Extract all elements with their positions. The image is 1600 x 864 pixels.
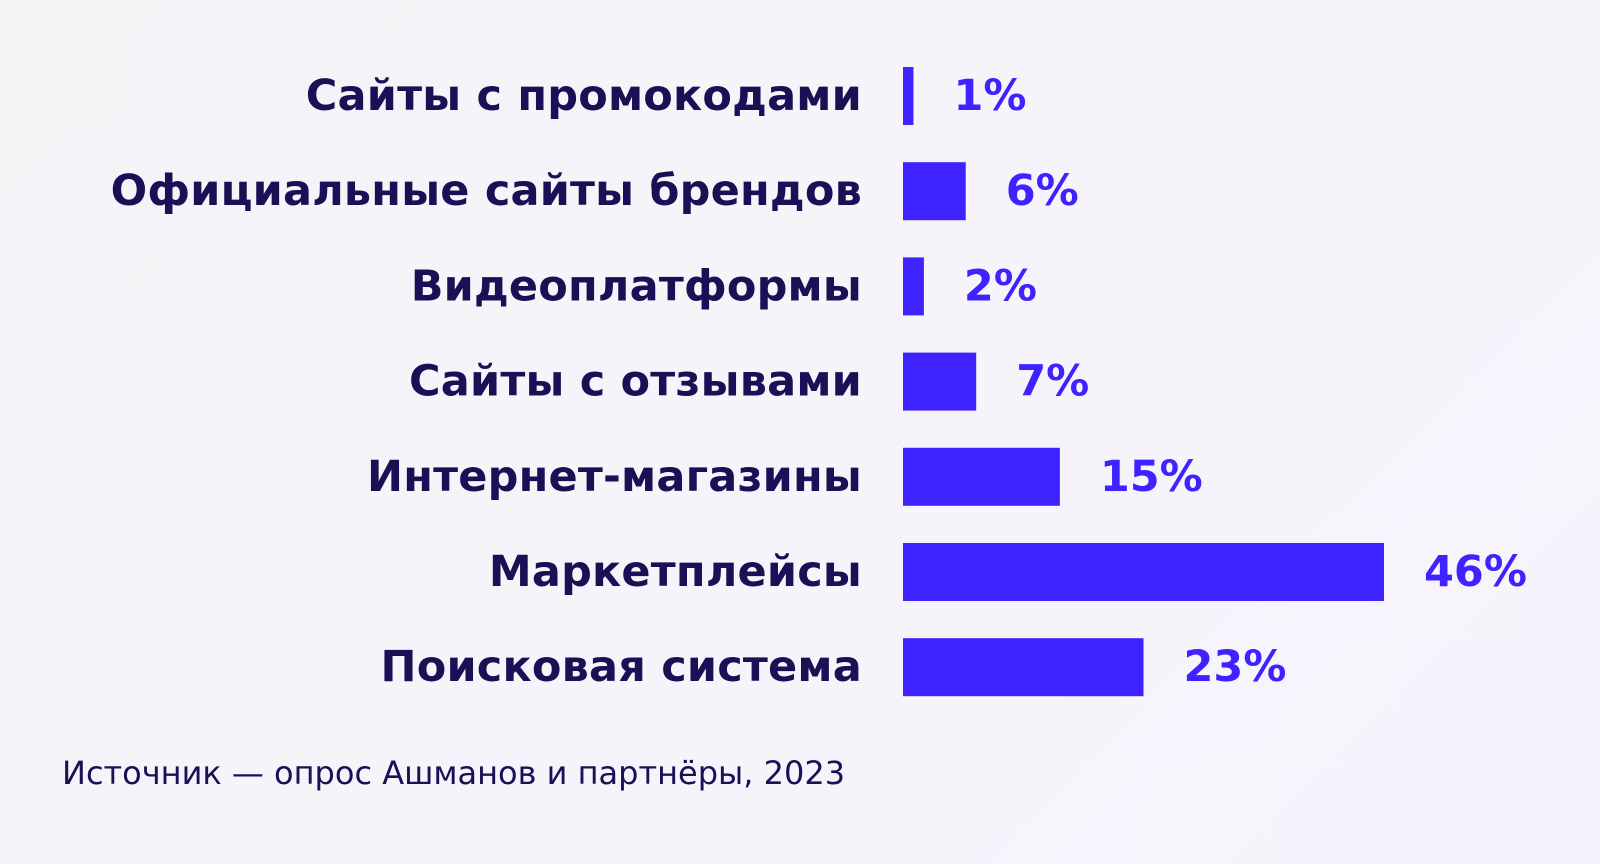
bar <box>903 543 1384 601</box>
bar <box>903 638 1144 697</box>
bar <box>903 447 1060 506</box>
category-label: Поисковая система <box>381 642 862 692</box>
value-label: 2% <box>964 261 1037 311</box>
value-label: 1% <box>953 71 1026 121</box>
category-label: Интернет-магазины <box>367 452 862 502</box>
category-label: Маркетплейсы <box>489 547 862 597</box>
category-label: Сайты с отзывами <box>409 357 862 407</box>
value-label: 7% <box>1016 357 1089 407</box>
bar <box>903 162 966 221</box>
category-label: Официальные сайты брендов <box>111 166 862 216</box>
value-label: 23% <box>1184 642 1287 692</box>
value-label: 15% <box>1100 452 1203 502</box>
value-label: 46% <box>1424 547 1527 597</box>
bar <box>903 67 914 125</box>
category-label: Видеоплатформы <box>411 261 862 311</box>
category-label: Сайты с промокодами <box>306 71 862 121</box>
value-label: 6% <box>1006 166 1079 216</box>
bar <box>903 257 924 316</box>
bar <box>903 352 977 411</box>
source-note: Источник — опрос Ашманов и партнёры, 202… <box>62 754 846 792</box>
